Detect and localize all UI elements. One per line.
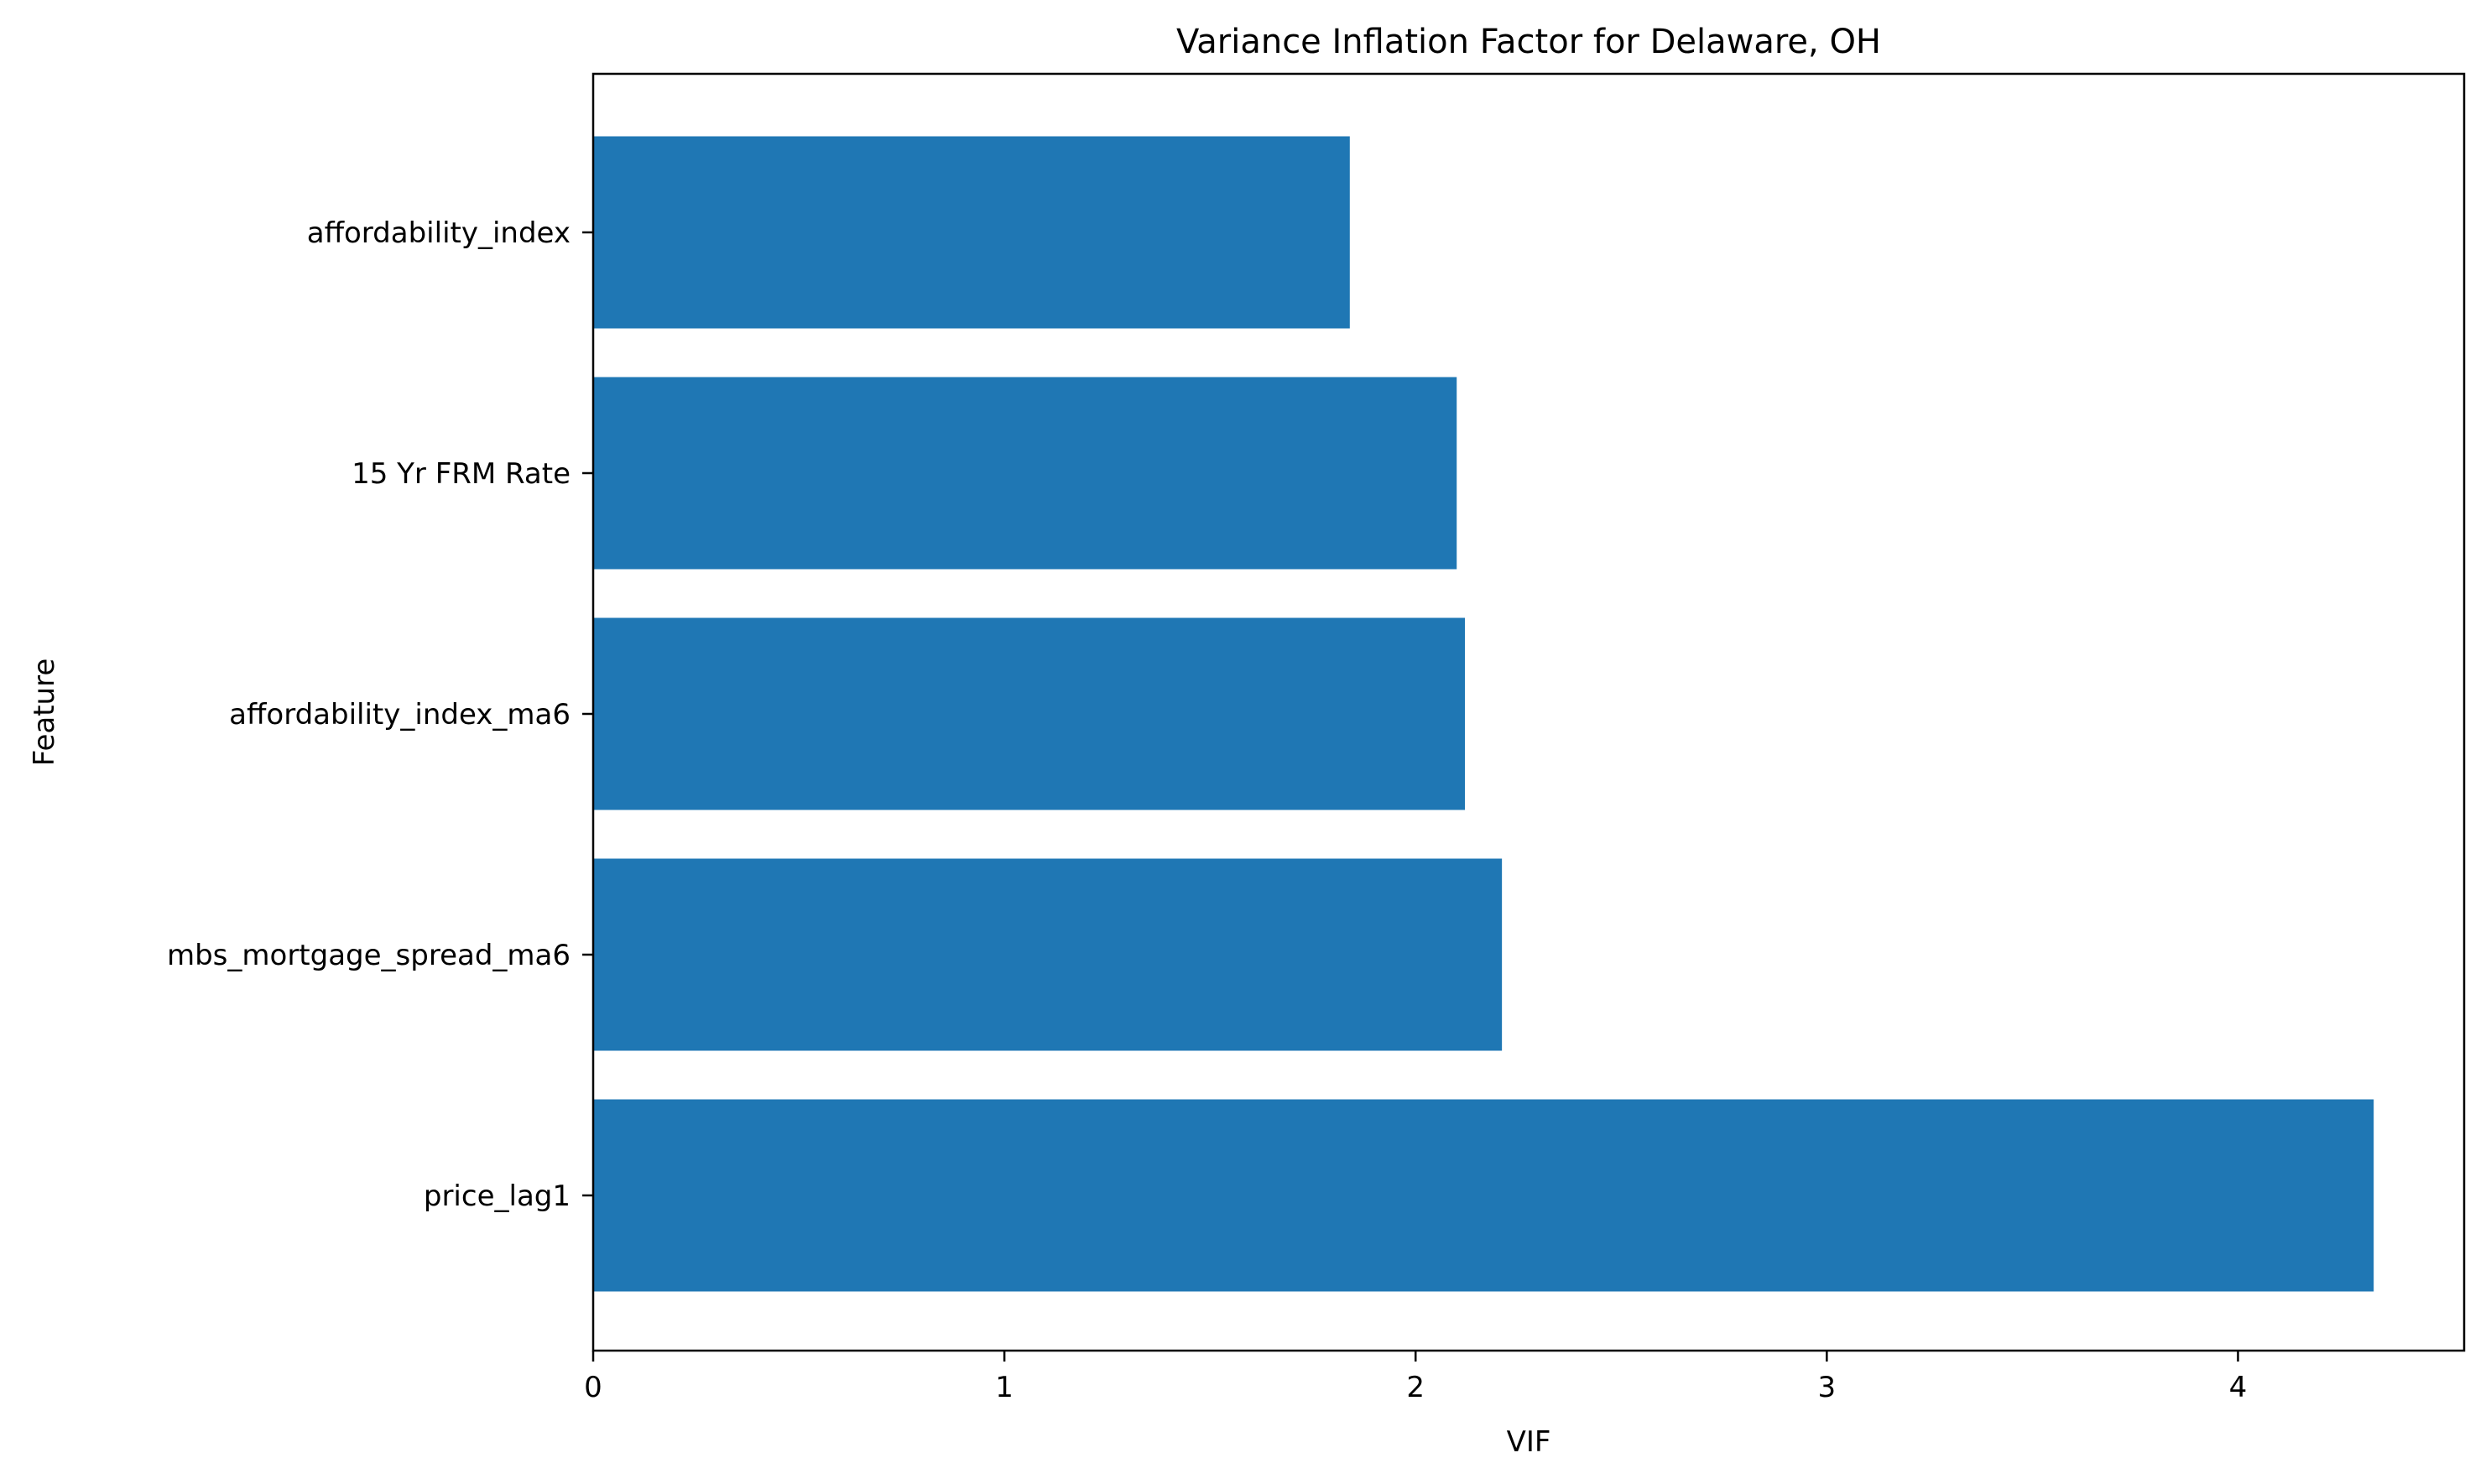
bar-affordability-index-ma6 — [593, 617, 1466, 810]
y-tick-label: mbs_mortgage_spread_ma6 — [167, 939, 571, 972]
y-tick-label: price_lag1 — [424, 1179, 571, 1213]
chart-title: Variance Inflation Factor for Delaware, … — [1176, 23, 1881, 61]
bars-group — [593, 136, 2374, 1292]
plot-frame — [591, 72, 2466, 1352]
x-tick-label: 3 — [1818, 1371, 1837, 1404]
bar-mbs-mortgage-spread-ma6 — [593, 858, 1503, 1051]
x-tick-label: 4 — [2229, 1371, 2248, 1404]
y-tick-label: affordability_index_ma6 — [229, 698, 571, 732]
x-axis-ticks: 0 1 2 3 4 — [584, 1351, 2247, 1404]
y-tick-label: 15 Yr FRM Rate — [352, 457, 571, 491]
x-tick-label: 0 — [584, 1371, 602, 1404]
y-axis-label: Feature — [28, 659, 61, 766]
bar-15-yr-frm-rate — [593, 377, 1457, 570]
y-axis-ticks: affordability_index 15 Yr FRM Rate afforda… — [167, 216, 593, 1213]
bar-affordability-index — [593, 136, 1350, 329]
x-tick-label: 2 — [1406, 1371, 1425, 1404]
x-tick-label: 1 — [995, 1371, 1014, 1404]
x-axis-label: VIF — [1507, 1425, 1551, 1459]
y-tick-label: affordability_index — [307, 216, 571, 250]
bar-price-lag1 — [593, 1099, 2374, 1292]
